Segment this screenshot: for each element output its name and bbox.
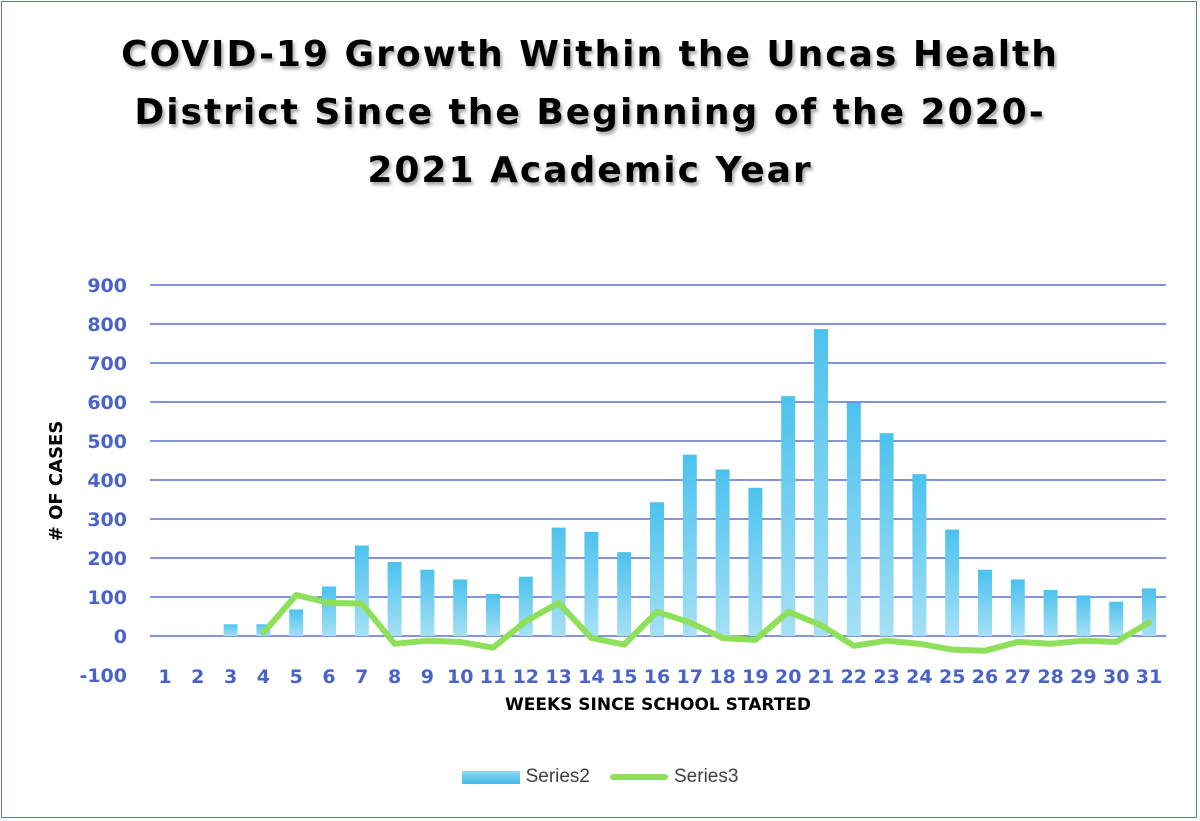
bar-series2	[1142, 588, 1156, 636]
x-tick-label: 10	[447, 666, 473, 688]
x-tick-label: 5	[290, 666, 303, 688]
bar-series2	[453, 579, 468, 636]
legend-label-series3: Series3	[674, 766, 739, 787]
bar-series2	[354, 545, 369, 636]
bar-series2	[223, 624, 238, 636]
x-tick-label: 25	[939, 666, 965, 688]
x-tick-label: 3	[224, 666, 237, 688]
x-tick-label: 13	[545, 666, 571, 688]
bar-series2	[912, 474, 927, 636]
y-tick-label: 100	[87, 587, 127, 609]
y-tick-label: 500	[87, 431, 127, 453]
y-axis-ticks: -100 0 100 200 300 400 500 600 700 800 900	[79, 275, 127, 687]
chart-title-line-1: COVID-19 Growth Within the Uncas Health	[121, 34, 1059, 75]
bar-series2	[1109, 601, 1124, 636]
bar-series2	[650, 502, 664, 636]
x-axis-label: WEEKS SINCE SCHOOL STARTED	[505, 695, 811, 715]
bar-series2	[1043, 589, 1058, 636]
x-tick-label: 1	[158, 666, 171, 688]
legend-item-series3: Series3	[610, 766, 738, 788]
y-axis-label: # OF CASES	[46, 421, 67, 542]
y-tick-label: 300	[87, 509, 127, 531]
bar-series2	[748, 487, 763, 636]
bar-series2	[781, 396, 796, 636]
chart-title: COVID-19 Growth Within the Uncas Health …	[60, 26, 1120, 200]
x-tick-label: 29	[1070, 666, 1096, 688]
bar-series	[223, 329, 1156, 636]
y-tick-label: 600	[87, 392, 127, 414]
bar-series2	[584, 531, 599, 636]
x-tick-label: 26	[972, 666, 998, 688]
x-tick-label: 27	[1005, 666, 1031, 688]
x-tick-label: 23	[873, 666, 899, 688]
y-tick-label: -100	[79, 665, 127, 687]
bar-series2	[715, 469, 730, 636]
legend-swatch-bar	[461, 770, 520, 784]
line-series3	[260, 592, 1152, 654]
x-tick-label: 11	[480, 666, 506, 688]
x-axis-ticks: 1 2 3 4 5 6 7 8 9 10 11 12 13 14 15 16 17 18 19 20 21 22 23 24 2…	[158, 666, 1162, 688]
y-tick-label: 900	[87, 275, 127, 297]
bar-series2	[551, 527, 566, 636]
x-tick-label: 16	[644, 666, 670, 688]
bar-series2	[682, 454, 697, 636]
bar-series2	[289, 609, 304, 636]
bar-series2	[387, 561, 402, 636]
bar-series2	[486, 593, 500, 636]
chart-title-line-3: 2021 Academic Year	[367, 150, 813, 191]
x-tick-label: 20	[775, 666, 801, 688]
x-tick-label: 17	[677, 666, 703, 688]
x-tick-label: 19	[742, 666, 768, 688]
y-tick-label: 0	[114, 626, 127, 648]
x-tick-label: 6	[322, 666, 335, 688]
x-tick-label: 4	[257, 666, 270, 688]
x-tick-label: 9	[421, 666, 434, 688]
bar-series2	[945, 529, 960, 636]
y-tick-label: 800	[87, 314, 127, 336]
x-tick-label: 28	[1037, 666, 1063, 688]
x-tick-label: 14	[578, 666, 604, 688]
y-tick-label: 700	[87, 353, 127, 375]
bar-series2	[814, 329, 828, 636]
bar-series2	[978, 569, 992, 636]
legend-label-series2: Series2	[525, 766, 590, 787]
bar-series2	[420, 569, 435, 636]
x-tick-label: 15	[611, 666, 637, 688]
line-series	[260, 592, 1152, 654]
bar-series2	[846, 402, 861, 636]
x-tick-label: 2	[191, 666, 204, 688]
legend-item-series2: Series2	[461, 766, 590, 788]
x-tick-label: 31	[1136, 666, 1162, 688]
x-tick-label: 30	[1103, 666, 1129, 688]
y-tick-label: 200	[87, 548, 127, 570]
chart-title-line-2: District Since the Beginning of the 2020…	[134, 92, 1046, 133]
x-tick-label: 7	[355, 666, 368, 688]
x-tick-label: 18	[709, 666, 735, 688]
legend: Series2 Series3	[0, 762, 1200, 792]
x-tick-label: 12	[513, 666, 539, 688]
x-tick-label: 24	[906, 666, 932, 688]
bar-series2	[1010, 579, 1025, 636]
bar-series2	[322, 586, 336, 636]
legend-swatch-line	[610, 774, 668, 780]
bar-series2	[617, 552, 632, 636]
bar-series2	[1076, 595, 1091, 636]
bar-series2	[879, 433, 894, 636]
x-tick-label: 22	[841, 666, 867, 688]
x-tick-label: 21	[808, 666, 834, 688]
y-tick-label: 400	[87, 470, 127, 492]
x-tick-label: 8	[388, 666, 401, 688]
